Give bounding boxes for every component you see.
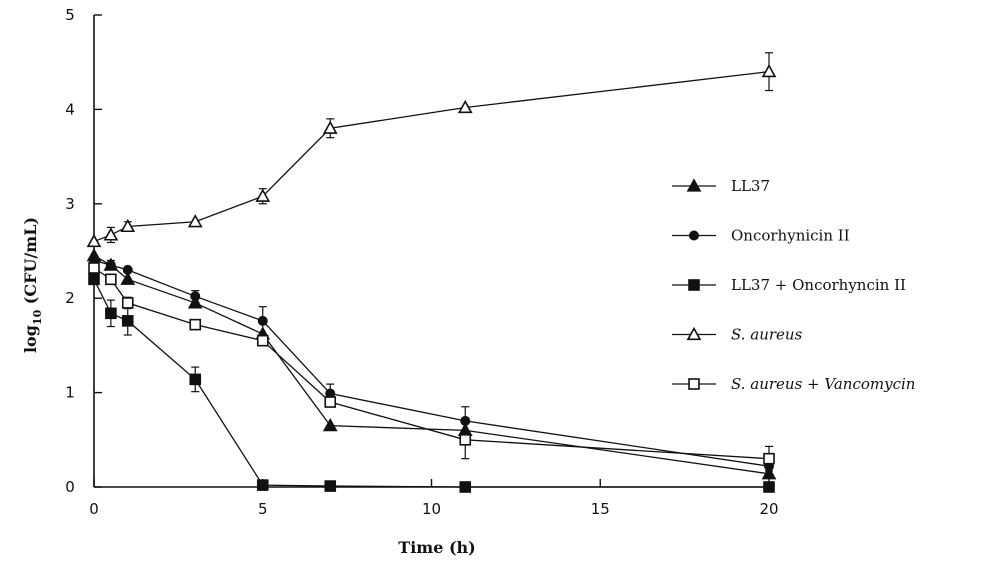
- data-point: [324, 396, 337, 408]
- y-tick-label: 1: [65, 384, 75, 402]
- data-point: [120, 218, 136, 233]
- data-point: [189, 373, 202, 386]
- y-tick-label: 3: [65, 195, 75, 213]
- data-point: [105, 273, 117, 286]
- legend-marker: [688, 279, 700, 291]
- x-axis-title: Time (h): [398, 538, 475, 557]
- data-point: [187, 214, 203, 228]
- series-line: [93, 255, 770, 475]
- data-point: [322, 120, 338, 134]
- y-tick-label: 5: [65, 6, 75, 24]
- legend-label: S. aureus: [731, 326, 803, 344]
- data-point: [103, 227, 119, 241]
- legend-marker: [686, 326, 702, 341]
- data-point: [255, 188, 271, 202]
- data-point: [459, 481, 472, 493]
- data-point: [256, 479, 269, 491]
- legend-item-4: S. aureus: [672, 326, 803, 344]
- data-point: [105, 307, 117, 320]
- data-point: [86, 233, 102, 248]
- y-tick-label: 0: [65, 478, 75, 496]
- series-2: [89, 255, 774, 472]
- data-point: [256, 334, 269, 347]
- data-point: [457, 99, 473, 114]
- legend-item-1: LL37: [672, 177, 770, 195]
- legend-label: S. aureus + Vancomycin: [731, 375, 915, 393]
- legend-marker: [689, 230, 699, 241]
- x-tick-label: 5: [258, 500, 268, 518]
- y-tick-label: 2: [65, 289, 75, 307]
- data-point: [324, 480, 337, 492]
- series-3: [88, 273, 775, 493]
- data-point: [120, 271, 136, 285]
- y-tick-label: 4: [65, 100, 75, 118]
- data-point: [761, 63, 777, 78]
- data-point: [257, 315, 268, 326]
- data-point: [88, 262, 100, 274]
- legend-item-5: S. aureus + Vancomycin: [672, 375, 915, 393]
- series-5: [88, 259, 775, 472]
- legend-label: LL37: [731, 177, 770, 195]
- x-tick-label: 15: [591, 500, 610, 518]
- data-point: [105, 260, 116, 271]
- x-tick-label: 0: [89, 500, 99, 518]
- legend: LL37 Oncorhynicin II LL37 + Oncorhyncin II…: [672, 177, 915, 393]
- series-4: [86, 52, 777, 248]
- data-point: [761, 466, 777, 480]
- data-point: [763, 452, 775, 465]
- legend-marker: [688, 378, 700, 390]
- legend-marker: [686, 178, 702, 192]
- axes: 0 1 2 3 4 5 0 5 10 15 20: [65, 6, 778, 518]
- data-point: [189, 318, 202, 331]
- data-point: [121, 315, 134, 327]
- data-point: [122, 264, 133, 275]
- legend-item-3: LL37 + Oncorhyncin II: [672, 276, 906, 294]
- x-tick-label: 10: [422, 500, 441, 518]
- data-point: [459, 433, 472, 446]
- y-axis-title: log10 (CFU/mL): [21, 217, 44, 353]
- x-tick-label: 20: [759, 500, 778, 518]
- legend-label: LL37 + Oncorhyncin II: [731, 276, 906, 294]
- plot-area: [86, 52, 777, 493]
- legend-label: Oncorhynicin II: [731, 227, 850, 245]
- data-point: [763, 481, 775, 493]
- data-point: [322, 417, 338, 432]
- data-point: [190, 291, 201, 302]
- series-1: [86, 248, 777, 480]
- data-point: [121, 297, 134, 309]
- legend-item-2: Oncorhynicin II: [672, 227, 850, 245]
